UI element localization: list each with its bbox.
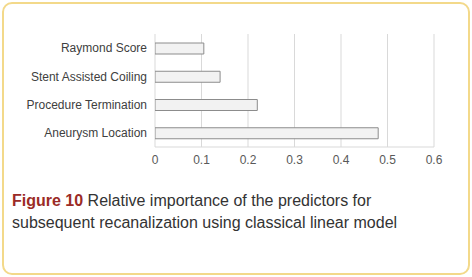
svg-text:0: 0 (152, 153, 159, 167)
svg-text:0.4: 0.4 (333, 153, 350, 167)
svg-text:Raymond Score: Raymond Score (61, 41, 147, 55)
svg-text:0.3: 0.3 (286, 153, 303, 167)
html-text:Figure 10 Relative importance: Figure 10 Relative importance of the pre… (12, 192, 398, 231)
svg-text:0.6: 0.6 (426, 153, 443, 167)
svg-text:Aneurysm Location: Aneurysm Location (44, 126, 147, 140)
svg-text:Procedure Termination: Procedure Termination (26, 98, 147, 112)
svg-text:0.1: 0.1 (193, 153, 210, 167)
svg-text:0.5: 0.5 (379, 153, 396, 167)
svg-text:Stent Assisted Coiling: Stent Assisted Coiling (31, 70, 147, 84)
svg-text:0.2: 0.2 (240, 153, 257, 167)
